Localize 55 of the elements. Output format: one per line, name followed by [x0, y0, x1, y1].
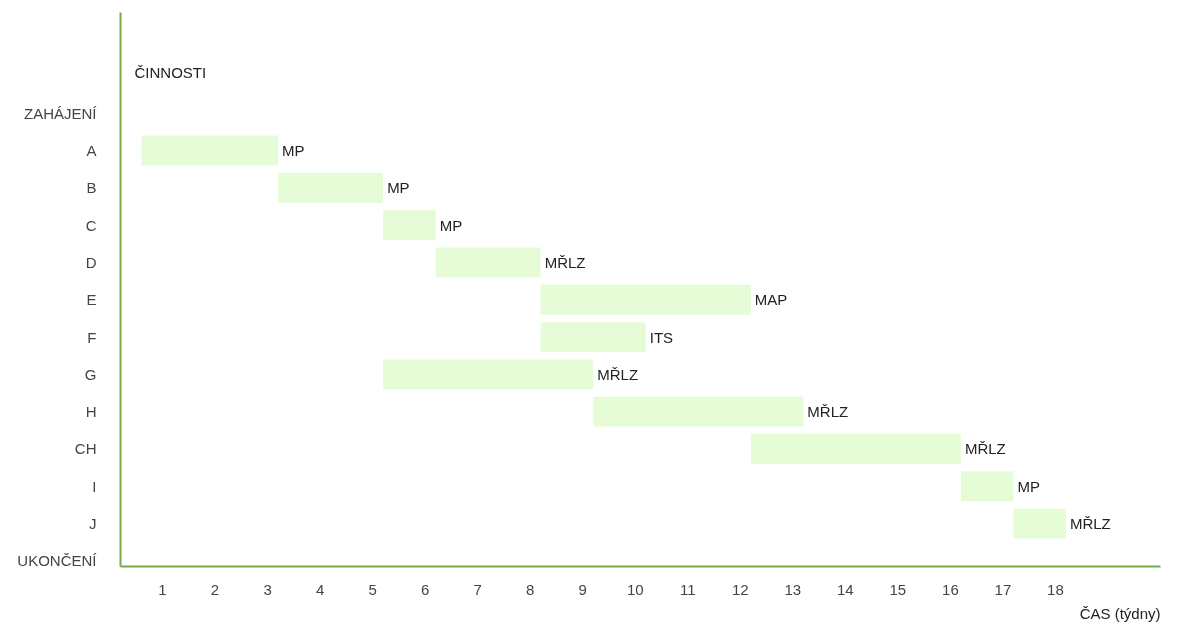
bar	[960, 471, 1014, 502]
x-tick-label: 17	[994, 580, 1012, 598]
y-tick-label: UKONČENÍ	[17, 552, 98, 570]
x-tick-label: 14	[837, 580, 854, 598]
y-tick-label: B	[86, 179, 97, 197]
x-tick-label: 5	[368, 580, 377, 598]
x-tick-label: 18	[1047, 580, 1064, 598]
x-tick-label: 8	[526, 580, 535, 598]
data-label: MŘLZ	[1069, 515, 1111, 533]
y-tick-label: H	[85, 403, 97, 421]
x-tick-label: 2	[210, 580, 220, 598]
data-label: MP	[387, 179, 410, 197]
x-tick-label: 3	[263, 580, 272, 598]
data-label: MP	[1017, 477, 1040, 495]
y-tick-label: A	[86, 142, 97, 160]
x-tick-label: 10	[626, 580, 644, 598]
x-tick-label: 12	[731, 580, 749, 598]
bar	[141, 135, 279, 166]
x-tick-label: 15	[889, 580, 907, 598]
x-tick-label: 16	[942, 580, 959, 598]
bar	[435, 247, 541, 278]
data-label: MŘLZ	[597, 365, 639, 383]
x-tick-label: 11	[679, 580, 696, 598]
data-label: MP	[282, 142, 305, 160]
x-axis-title: ČAS (týdny)	[1079, 604, 1161, 622]
y-tick-label: J	[89, 515, 97, 533]
data-label: MP	[439, 216, 463, 234]
y-tick-label: C	[85, 216, 97, 234]
y-tick-label: G	[84, 365, 97, 383]
bar	[540, 322, 646, 352]
data-label: MŘLZ	[964, 440, 1006, 458]
x-tick-label: 4	[315, 580, 325, 598]
data-label: MAP	[754, 291, 788, 309]
x-tick-label: 6	[420, 580, 430, 598]
y-tick-label: D	[85, 253, 97, 271]
data-label: ITS	[649, 328, 674, 346]
data-label: MŘLZ	[544, 253, 586, 271]
bar	[593, 396, 804, 427]
y-tick-label: E	[86, 291, 97, 309]
x-tick-label: 13	[784, 580, 802, 598]
y-tick-label: CH	[74, 440, 97, 458]
y-tick-label: ZAHÁJENÍ	[23, 104, 98, 122]
data-label: MŘLZ	[807, 403, 849, 421]
bar	[278, 172, 384, 203]
x-tick-label: 7	[473, 580, 482, 598]
y-tick-label: I	[92, 477, 97, 495]
bar	[540, 284, 751, 315]
x-tick-label: 1	[158, 580, 167, 598]
y-tick-label: F	[87, 328, 97, 346]
bar	[383, 359, 594, 390]
y-axis-title: ČINNOSTI	[134, 63, 207, 81]
bar	[750, 434, 961, 464]
bar	[383, 210, 436, 241]
x-tick-label: 9	[578, 580, 587, 598]
bar	[1013, 508, 1066, 539]
